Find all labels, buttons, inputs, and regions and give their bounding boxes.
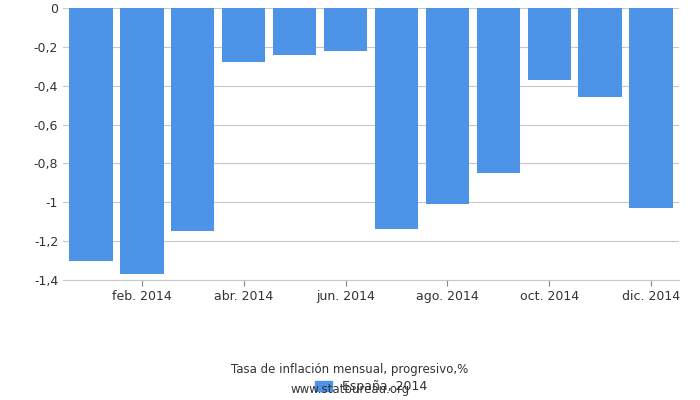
Bar: [629, 8, 673, 208]
Bar: [374, 8, 418, 230]
Bar: [426, 8, 469, 204]
Bar: [324, 8, 368, 51]
Bar: [273, 8, 316, 55]
Bar: [69, 8, 113, 260]
Text: Tasa de inflación mensual, progresivo,%: Tasa de inflación mensual, progresivo,%: [232, 364, 468, 376]
Text: www.statbureau.org: www.statbureau.org: [290, 384, 410, 396]
Bar: [578, 8, 622, 97]
Bar: [477, 8, 520, 173]
Bar: [528, 8, 570, 80]
Bar: [172, 8, 214, 232]
Bar: [222, 8, 265, 62]
Legend: España, 2014: España, 2014: [314, 380, 428, 394]
Bar: [120, 8, 164, 274]
